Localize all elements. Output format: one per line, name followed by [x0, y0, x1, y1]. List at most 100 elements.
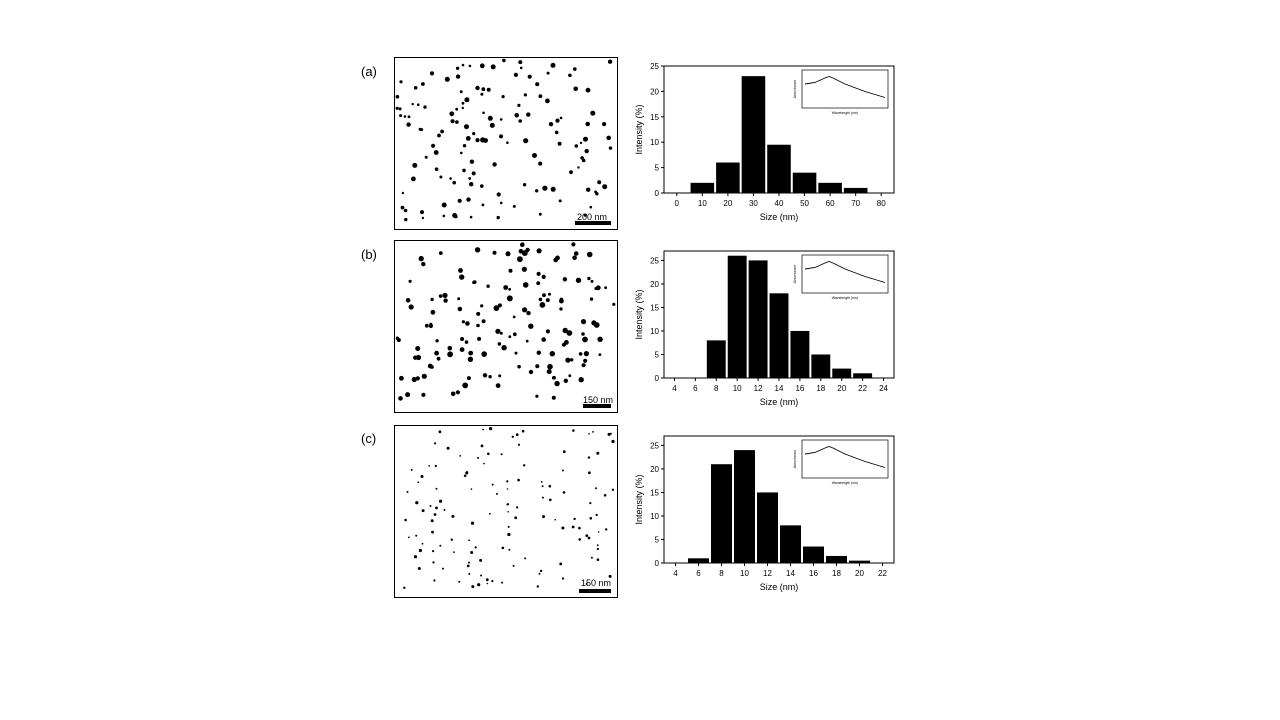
nanoparticle	[522, 282, 529, 288]
nanoparticle	[447, 351, 453, 358]
inset-spectrum-line	[804, 76, 886, 98]
nanoparticle	[508, 268, 513, 273]
nanoparticle	[412, 162, 418, 168]
nanoparticle	[561, 526, 565, 530]
inset-x-label: Wavelength (nm)	[832, 111, 859, 115]
nanoparticle	[477, 456, 479, 459]
y-tick-label: 20	[650, 465, 659, 474]
nanoparticle	[481, 351, 487, 357]
nanoparticle	[480, 92, 484, 96]
scale-bar-label: 200 nm	[576, 212, 607, 222]
x-tick-label: 16	[795, 384, 804, 393]
nanoparticle	[571, 242, 576, 247]
nanoparticle	[522, 183, 527, 187]
nanoparticle	[540, 481, 543, 483]
nanoparticle	[496, 192, 501, 197]
nanoparticle	[512, 564, 515, 567]
nanoparticle	[545, 298, 550, 303]
tem-image-b: 150 nm	[394, 240, 618, 413]
nanoparticle	[466, 564, 470, 568]
nanoparticle	[421, 392, 426, 397]
nanoparticle	[551, 395, 556, 400]
nanoparticle	[583, 136, 588, 142]
nanoparticle	[471, 171, 476, 176]
scale-bar-label: 150 nm	[583, 395, 614, 405]
nanoparticle	[468, 539, 470, 542]
histogram-bar	[769, 293, 789, 378]
nanoparticle	[477, 583, 481, 587]
nanoparticle	[495, 383, 501, 388]
nanoparticle	[462, 382, 469, 389]
nanoparticle	[572, 255, 577, 261]
nanoparticle	[585, 87, 591, 93]
x-tick-label: 4	[672, 384, 677, 393]
nanoparticle	[608, 146, 613, 150]
nanoparticle	[413, 555, 418, 559]
nanoparticle	[569, 170, 573, 175]
nanoparticle	[573, 67, 577, 71]
nanoparticle	[487, 115, 493, 121]
nanoparticle	[435, 487, 438, 490]
nanoparticle	[396, 337, 401, 343]
size-histogram-a: 0 10 20 30 40 50 60 70 80 0 5 10 15 20 25 Size (nm) Inte…	[634, 62, 895, 222]
scale-bar	[579, 589, 611, 593]
nanoparticle	[521, 266, 527, 272]
inset-frame	[801, 439, 889, 479]
nanoparticle	[506, 488, 509, 490]
nanoparticle	[559, 562, 563, 566]
nanoparticle	[526, 112, 531, 117]
x-tick-label: 12	[754, 384, 763, 393]
nanoparticle	[574, 144, 579, 148]
nanoparticle	[403, 586, 406, 589]
nanoparticle	[501, 345, 507, 351]
nanoparticle	[568, 73, 572, 78]
nanoparticle	[538, 161, 543, 166]
nanoparticle	[503, 285, 509, 290]
histogram-bar	[727, 255, 747, 378]
nanoparticle	[447, 345, 453, 351]
nanoparticle	[438, 430, 442, 434]
x-tick-label: 10	[698, 199, 707, 208]
nanoparticle	[512, 204, 516, 208]
nanoparticle	[499, 331, 503, 335]
nanoparticle	[408, 279, 412, 283]
nanoparticle	[424, 323, 429, 328]
nanoparticle	[602, 184, 608, 190]
nanoparticle	[486, 582, 489, 585]
nanoparticle	[582, 336, 588, 343]
y-axis-label: Intensity (%)	[634, 474, 644, 524]
histogram-bar	[832, 368, 852, 378]
x-tick-label: 30	[749, 199, 758, 208]
nanoparticle	[465, 136, 471, 141]
nanoparticle	[580, 319, 587, 325]
nanoparticle	[522, 307, 528, 313]
nanoparticle	[479, 63, 485, 69]
nanoparticle	[564, 340, 569, 345]
nanoparticle	[514, 351, 518, 355]
nanoparticle	[443, 508, 446, 511]
nanoparticle	[554, 518, 556, 521]
nanoparticle	[495, 492, 498, 495]
nanoparticle	[457, 198, 462, 203]
x-tick-label: 14	[775, 384, 784, 393]
nanoparticle	[469, 215, 473, 219]
nanoparticle	[594, 487, 597, 490]
nanoparticle	[480, 304, 484, 308]
histogram-bar	[853, 373, 873, 378]
nanoparticle	[558, 199, 562, 203]
nanoparticle	[573, 251, 579, 256]
histogram-bar	[741, 76, 766, 193]
nanoparticle	[469, 182, 474, 187]
nanoparticle	[493, 305, 500, 311]
nanoparticle	[421, 373, 427, 379]
nanoparticle	[420, 475, 424, 478]
nanoparticle	[434, 442, 437, 445]
nanoparticle	[417, 567, 421, 570]
nanoparticle	[415, 501, 419, 505]
nanoparticle	[431, 143, 436, 148]
nanoparticle	[486, 284, 490, 288]
nanoparticle	[548, 292, 551, 296]
x-axis-label: Size (nm)	[760, 397, 799, 407]
nanoparticle	[575, 277, 582, 283]
nanoparticle	[446, 446, 450, 450]
